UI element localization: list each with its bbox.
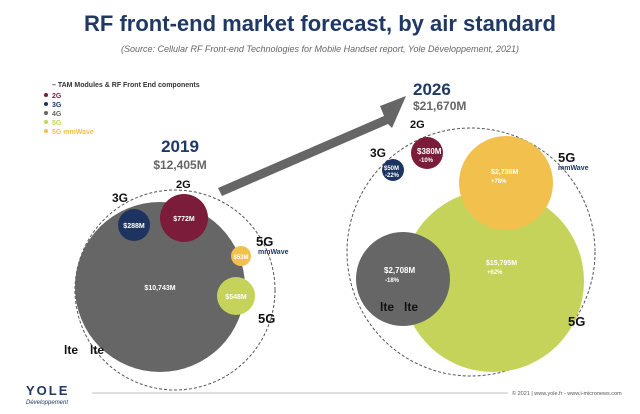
yole-logo: YOLE	[26, 383, 69, 398]
legend-mmwave: 5G mmWave	[52, 129, 94, 136]
value-mmwave-2019: $53M	[233, 255, 248, 261]
page-title: RF front-end market forecast, by air sta…	[84, 11, 556, 36]
legend-dot-mmwave	[44, 129, 48, 133]
3g-icon: 3G	[112, 191, 128, 205]
value-mmwave-2026: $2,736M	[491, 169, 518, 176]
change-3g-2026: -22%	[385, 173, 400, 179]
total-2026: $21,670M	[413, 99, 466, 113]
year-2019: 2019	[161, 137, 199, 156]
total-2019: $12,405M	[153, 158, 206, 172]
copyright: © 2021 | www.yole.fr - www.i-micronews.c…	[512, 390, 622, 397]
change-4g-2026: -18%	[385, 278, 400, 284]
change-5g-2026: +62%	[487, 270, 503, 276]
legend-dot-3g	[44, 102, 48, 106]
lte-icon-2: lte	[404, 300, 418, 314]
lte-icon: lte	[380, 300, 394, 314]
3g-icon: 3G	[370, 146, 386, 160]
value-4g-2026: $2,708M	[384, 266, 415, 275]
value-4g-2019: $10,743M	[144, 285, 175, 292]
value-5g-2019: $548M	[225, 294, 247, 301]
lte-icon-2: lte	[90, 343, 104, 357]
legend-heading: – TAM Modules & RF Front End components	[52, 82, 200, 89]
value-2g-2026: $380M	[417, 147, 442, 156]
legend-4g: 4G	[52, 111, 62, 118]
5g-icon: 5G	[258, 311, 275, 326]
year-2026: 2026	[413, 80, 451, 99]
change-2g-2026: -10%	[419, 158, 434, 164]
value-5g-2026: $15,795M	[486, 260, 517, 267]
mmwave-label: mmWave	[558, 165, 589, 172]
legend-5g: 5G	[52, 120, 62, 127]
legend-3g: 3G	[52, 102, 62, 109]
total-circle-2026	[346, 127, 596, 377]
2g-icon: 2G	[410, 119, 425, 131]
value-2g-2019: $772M	[173, 216, 195, 223]
change-mmwave-2026: +78%	[491, 179, 507, 185]
bubble-mmwave-2026	[459, 136, 553, 230]
2g-icon: 2G	[176, 179, 191, 191]
legend-dot-4g	[44, 111, 48, 115]
bubble-3g-2026	[382, 159, 404, 181]
5g-mmwave-icon: 5G	[256, 234, 273, 249]
bubble-4g-2019	[75, 202, 245, 372]
bubbles-2019: 2019 $12,405M $288M $772M $10,743M $53M …	[64, 137, 289, 391]
lte-icon: lte	[64, 343, 78, 357]
bubbles-2026: 2026 $21,670M $380M -10% $50M -22% $2,73…	[346, 80, 596, 377]
bubble-3g-2019	[118, 209, 150, 241]
bubble-5g-2026	[402, 190, 584, 372]
total-circle-2019	[74, 189, 276, 391]
legend: – TAM Modules & RF Front End components …	[44, 82, 200, 136]
bubble-2g-2026	[411, 137, 443, 169]
bubble-5g-2019	[217, 277, 255, 315]
legend-dot-2g	[44, 93, 48, 97]
legend-2g: 2G	[52, 93, 62, 100]
value-3g-2026: $50M	[384, 166, 399, 172]
bubble-2g-2019	[160, 194, 208, 242]
value-3g-2019: $288M	[123, 223, 145, 230]
footer: YOLE Développement © 2021 | www.yole.fr …	[26, 383, 622, 406]
arrow-icon	[218, 96, 406, 196]
5g-icon: 5G	[568, 314, 585, 329]
legend-dot-5g	[44, 120, 48, 124]
bubble-mmwave-2019	[231, 246, 251, 266]
bubble-4g-2026	[356, 232, 450, 326]
5g-mmwave-icon: 5G	[558, 150, 575, 165]
subtitle: (Source: Cellular RF Front-end Technolog…	[121, 44, 519, 54]
mmwave-label: mmWave	[258, 249, 289, 256]
yole-logo-sub: Développement	[26, 400, 68, 406]
